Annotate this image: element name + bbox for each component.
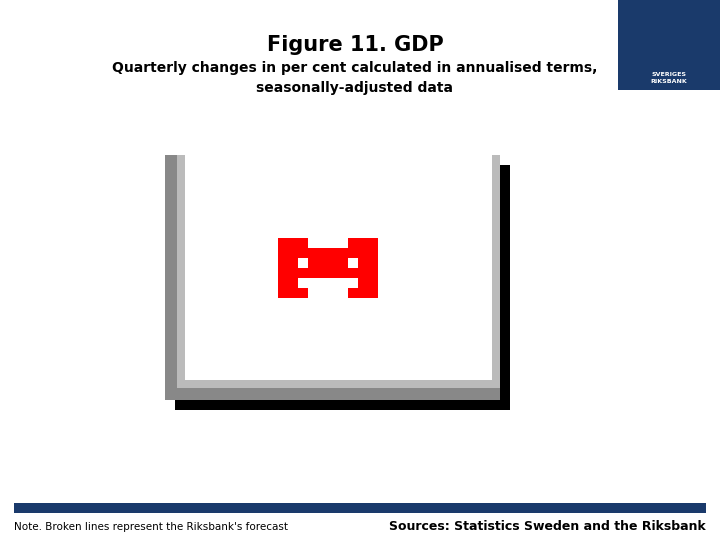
Text: Quarterly changes in per cent calculated in annualised terms,
seasonally-adjuste: Quarterly changes in per cent calculated… bbox=[112, 60, 598, 95]
Bar bbox=[177, 155, 500, 388]
Bar bbox=[358, 268, 378, 288]
Bar bbox=[618, 0, 720, 90]
Bar bbox=[14, 503, 706, 513]
Bar bbox=[298, 268, 358, 278]
Text: SVERIGES
RIKSBANK: SVERIGES RIKSBANK bbox=[651, 72, 688, 84]
Bar bbox=[278, 268, 298, 288]
Bar bbox=[278, 288, 308, 298]
Bar bbox=[185, 155, 492, 380]
Bar bbox=[278, 248, 298, 268]
Bar bbox=[278, 238, 308, 248]
Bar bbox=[358, 248, 378, 268]
Text: Sources: Statistics Sweden and the Riksbank: Sources: Statistics Sweden and the Riksb… bbox=[390, 521, 706, 534]
Bar bbox=[348, 288, 378, 298]
Bar bbox=[348, 238, 378, 248]
Text: Figure 11. GDP: Figure 11. GDP bbox=[266, 35, 444, 55]
Text: Note. Broken lines represent the Riksbank's forecast: Note. Broken lines represent the Riksban… bbox=[14, 522, 288, 532]
Bar bbox=[298, 248, 358, 258]
Bar bbox=[175, 165, 510, 410]
Bar bbox=[165, 155, 500, 400]
Bar bbox=[308, 258, 348, 268]
